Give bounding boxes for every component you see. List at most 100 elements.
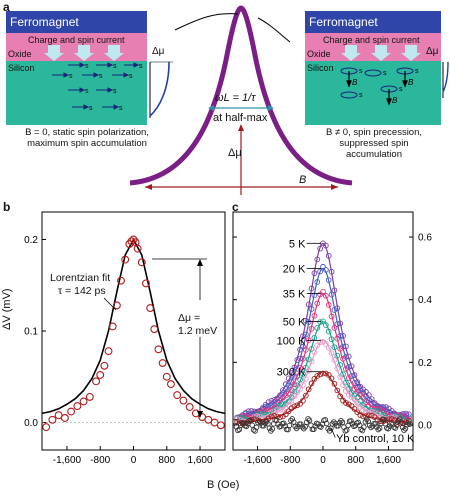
c-data-point	[308, 380, 315, 387]
c-data-point	[388, 414, 395, 421]
right-silicon-layer: Silicon	[305, 61, 441, 125]
left-dmu-profile	[149, 61, 173, 118]
b-data-point	[112, 301, 121, 310]
c-data-point	[254, 413, 260, 420]
c-data-point	[340, 382, 346, 388]
left-current-label: Charge and spin current	[28, 35, 125, 45]
c-data-point	[357, 398, 364, 404]
c-data-point	[314, 279, 321, 285]
c-control-point	[385, 425, 392, 432]
c-data-point	[348, 363, 355, 370]
c-data-point	[397, 412, 404, 418]
panel-b-ylabel-text: ΔV (mV)	[1, 288, 13, 330]
b-axis-left-arrow	[145, 184, 152, 190]
c-data-point	[334, 335, 341, 342]
c-data-point	[360, 413, 366, 420]
svg-text:s: s	[359, 68, 363, 75]
b-y-tick-label: 0.0	[24, 418, 38, 429]
b-data-point	[60, 414, 69, 422]
svg-text:s: s	[85, 88, 89, 95]
c-data-point	[343, 400, 349, 406]
c-data-point	[305, 301, 312, 308]
b-data-point	[104, 347, 113, 356]
b-data-point	[73, 402, 82, 411]
c-data-point	[337, 374, 344, 380]
c-data-point	[360, 395, 366, 401]
halfmax-right-arrow	[268, 105, 274, 111]
b-data-point	[133, 244, 142, 253]
left-caption: B = 0, static spin polarization, maximum…	[2, 127, 172, 149]
c-data-point	[320, 288, 326, 295]
c-data-point	[345, 401, 352, 408]
c-data-point	[288, 370, 295, 376]
b-data-point	[142, 279, 150, 288]
c-data-point	[294, 402, 301, 409]
right-injection-arrow-1	[341, 45, 361, 61]
c-control-point	[305, 416, 311, 422]
c-data-point	[280, 387, 286, 393]
dmu-axis-arrow	[238, 124, 244, 131]
b-x-tick-label: 800	[158, 455, 175, 466]
c-data-point	[323, 242, 329, 249]
c-data-point	[345, 353, 352, 360]
c-control-point	[376, 425, 383, 431]
fit-label-line1: Lorentzian fit	[50, 272, 111, 284]
c-control-point	[401, 427, 407, 433]
c-data-point	[340, 371, 346, 378]
c-series-label: 300 K	[277, 367, 306, 379]
c-control-point	[311, 426, 317, 433]
left-spin-labels: s s s s s s s s s s	[69, 63, 143, 112]
c-data-point	[320, 370, 326, 377]
c-data-point	[337, 393, 344, 400]
left-spin-arrows: s s s s s s s s s s	[44, 45, 143, 112]
c-control-point	[348, 418, 354, 424]
svg-text:s: s	[89, 105, 93, 112]
c-data-point	[288, 405, 295, 412]
c-control-point	[396, 416, 403, 422]
b-data-point	[79, 397, 88, 406]
c-control-point	[306, 417, 313, 424]
c-x-tick-label: 0	[320, 455, 326, 466]
c-control-point	[302, 424, 308, 430]
dmu-label: Δμ = 1.2 meV	[178, 312, 217, 338]
c-data-point	[302, 347, 309, 353]
c-y-tick-label: 0.4	[418, 295, 432, 306]
c-data-point	[360, 407, 366, 414]
svg-text:s: s	[69, 73, 73, 80]
c-control-point	[375, 426, 381, 433]
c-data-point	[288, 394, 295, 401]
c-data-point	[277, 414, 283, 420]
c-data-point	[351, 396, 358, 403]
c-data-point	[325, 277, 332, 283]
c-data-point	[297, 386, 303, 392]
c-data-point	[271, 413, 278, 419]
c-control-point	[338, 417, 344, 424]
c-data-point	[337, 345, 344, 352]
c-data-point	[383, 404, 389, 410]
c-data-point	[302, 392, 309, 399]
c-data-point	[300, 397, 306, 404]
svg-text:s: s	[113, 88, 117, 95]
c-control-point	[266, 425, 273, 431]
halfmax-left-arrow	[208, 105, 214, 111]
c-data-point	[280, 401, 286, 408]
c-data-point	[354, 409, 361, 416]
b-x-tick-label: 1,600	[188, 455, 213, 466]
left-caption-line1: B = 0, static spin polarization,	[25, 127, 149, 138]
c-data-point	[343, 343, 349, 350]
c-data-point	[274, 407, 281, 413]
c-data-point	[328, 375, 335, 382]
c-data-point	[317, 339, 323, 345]
c-data-point	[300, 343, 306, 350]
right-field-labels: B B B	[352, 78, 414, 105]
b-axis-right-arrow	[331, 184, 338, 190]
c-control-point	[253, 424, 260, 431]
c-control-point	[286, 422, 293, 429]
b-data-point	[127, 237, 136, 246]
c-data-point	[285, 390, 292, 397]
c-data-point	[254, 417, 260, 424]
c-data-point	[348, 381, 355, 388]
c-data-point	[391, 414, 398, 421]
c-data-point	[297, 376, 303, 383]
c-data-point	[277, 407, 283, 413]
